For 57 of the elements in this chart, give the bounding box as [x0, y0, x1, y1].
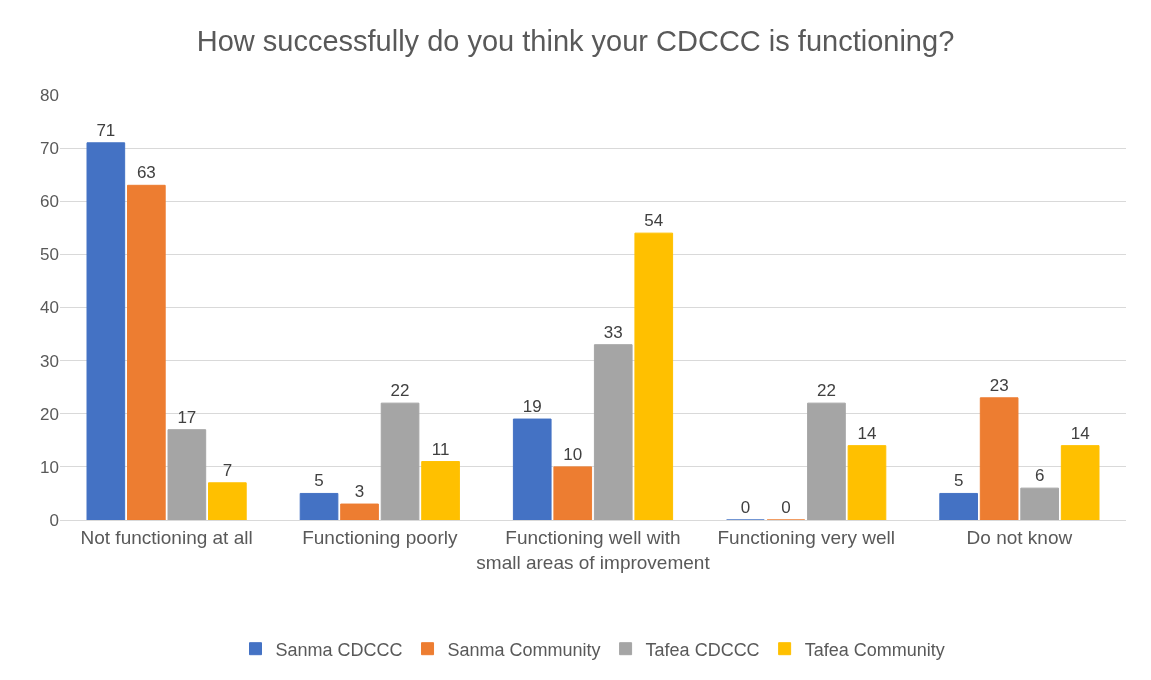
data-label: 54: [644, 211, 664, 231]
bar: [1060, 445, 1100, 520]
data-label: 14: [857, 423, 877, 443]
chart-title: How successfully do you think your CDCCC is functioning?: [196, 24, 955, 57]
bar: [1020, 487, 1059, 520]
bar: [167, 429, 207, 520]
data-label: 0: [781, 498, 791, 517]
data-label: 71: [96, 120, 116, 140]
data-label: 3: [354, 482, 365, 502]
y-tick-label: 40: [40, 298, 59, 318]
bar: [380, 402, 420, 520]
y-tick-label: 20: [40, 404, 59, 424]
data-label: 5: [314, 471, 324, 491]
bar: [979, 397, 1019, 520]
x-tick-label: Functioning poorly: [302, 526, 458, 548]
y-tick-label: 10: [40, 457, 59, 477]
bar: [847, 445, 887, 520]
x-tick-label: Do not know: [966, 526, 1073, 548]
x-tick-label: Not functioning at all: [80, 526, 253, 548]
data-label: 17: [177, 407, 197, 427]
bar: [553, 466, 593, 520]
data-label: 5: [953, 471, 964, 491]
legend-label: Sanma CDCCC: [275, 639, 403, 660]
y-tick-label: 50: [40, 245, 59, 265]
data-label: 14: [1070, 423, 1090, 443]
y-tick-label: 60: [40, 192, 59, 212]
data-label: 6: [1034, 466, 1045, 486]
x-tick-label: Functioning well with small areas of improvement: [476, 526, 711, 573]
bar: [807, 402, 846, 520]
data-label: 33: [603, 322, 623, 342]
bar: [421, 461, 460, 520]
data-label: 11: [431, 439, 450, 459]
data-label: 22: [390, 381, 410, 401]
bar: [939, 492, 978, 520]
y-tick-label: 0: [49, 510, 59, 530]
bar: [634, 232, 674, 520]
y-tick-label: 70: [40, 139, 59, 159]
legend-label: Tafea CDCCC: [645, 639, 760, 660]
data-label: 7: [222, 460, 233, 480]
y-tick-label: 80: [40, 85, 59, 105]
data-label: 19: [522, 397, 542, 417]
bar: [512, 418, 552, 520]
data-label: 0: [740, 498, 751, 517]
data-label: 10: [563, 444, 583, 464]
bar: [127, 184, 166, 520]
bar: [593, 344, 633, 520]
data-label: 23: [989, 375, 1009, 395]
data-label: 63: [136, 163, 156, 183]
y-tick-label: 30: [40, 351, 59, 371]
bar: [86, 142, 126, 520]
x-tick-label: Functioning very well: [717, 526, 895, 548]
legend-label: Tafea Community: [804, 639, 945, 660]
data-label: 22: [816, 381, 836, 401]
bar: [299, 492, 339, 520]
bar: [208, 482, 247, 520]
bar: [340, 503, 379, 520]
legend-label: Sanma Community: [447, 639, 601, 660]
